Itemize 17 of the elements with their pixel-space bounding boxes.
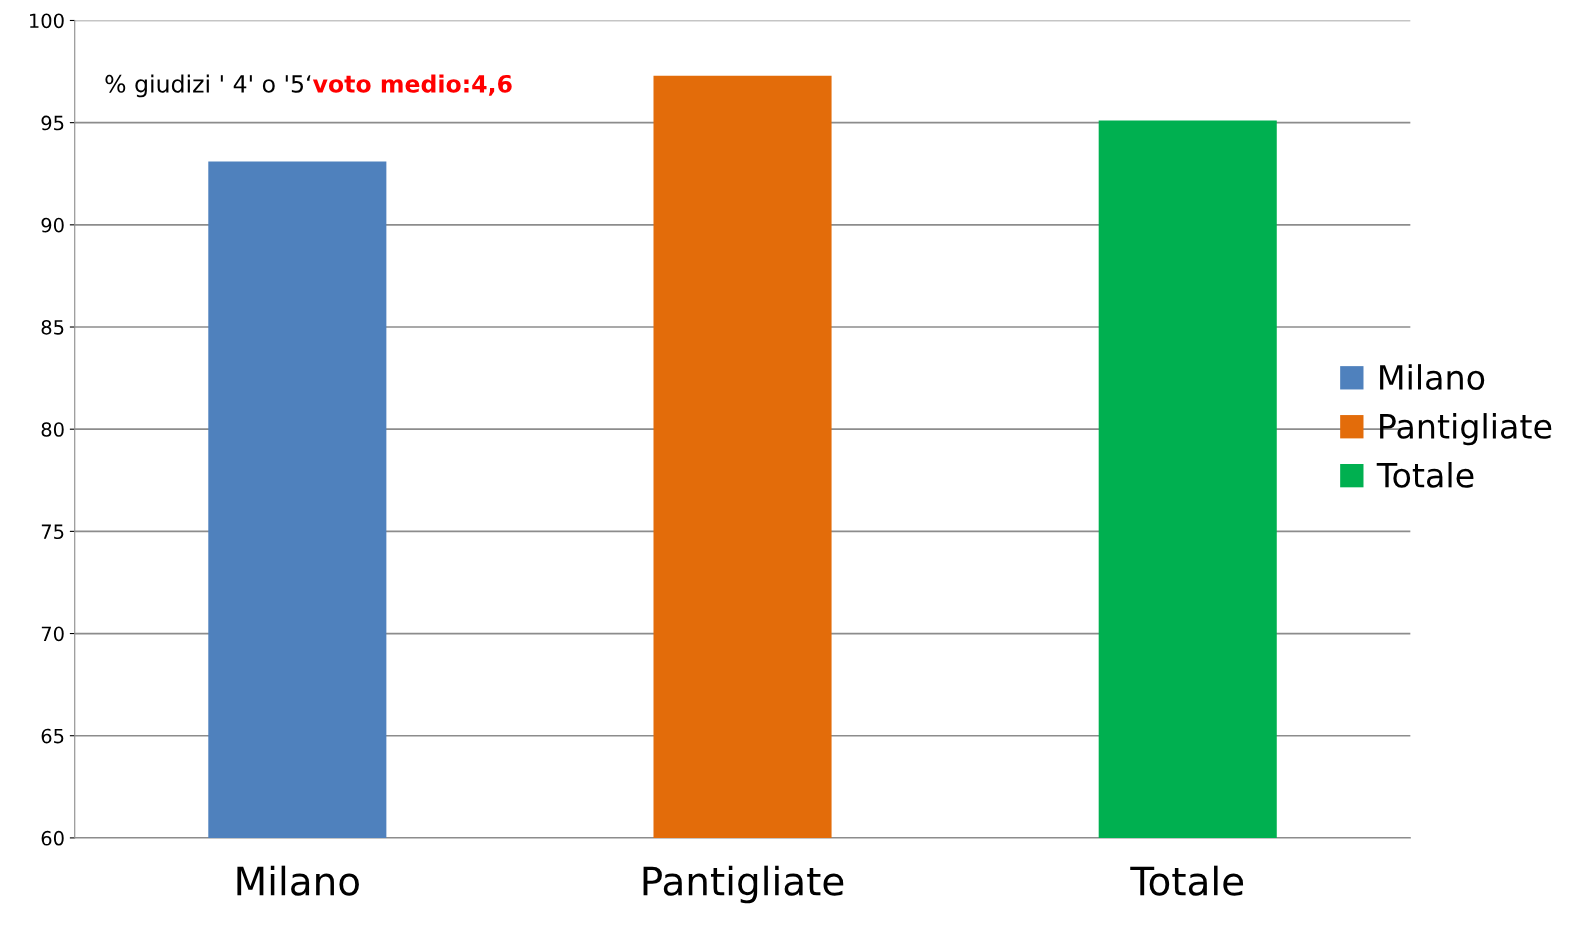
y-tick-label: 100: [30, 13, 64, 29]
y-tick-label: 90: [41, 217, 64, 233]
x-tick-label: Pantigliate: [643, 865, 844, 904]
text: % giudizi ' 4' o '5‘: [105, 74, 311, 98]
y-tick-label: 65: [41, 728, 64, 744]
y-tick-label: 70: [41, 626, 64, 642]
y-tick-label: 60: [41, 830, 64, 846]
y-tick-label: 75: [41, 524, 64, 540]
legend-label: Pantigliate: [1380, 413, 1552, 446]
legend-label: Totale: [1376, 461, 1474, 488]
x-tick-label: Totale: [1130, 865, 1244, 896]
legend-label: Milano: [1380, 364, 1485, 390]
annotation: voto medio:4,6: [312, 74, 512, 96]
y-tick-label: 85: [41, 319, 64, 335]
x-tick-label: Milano: [237, 865, 359, 896]
y-tick-label: 80: [41, 422, 64, 437]
y-tick-label: 95: [41, 115, 64, 131]
